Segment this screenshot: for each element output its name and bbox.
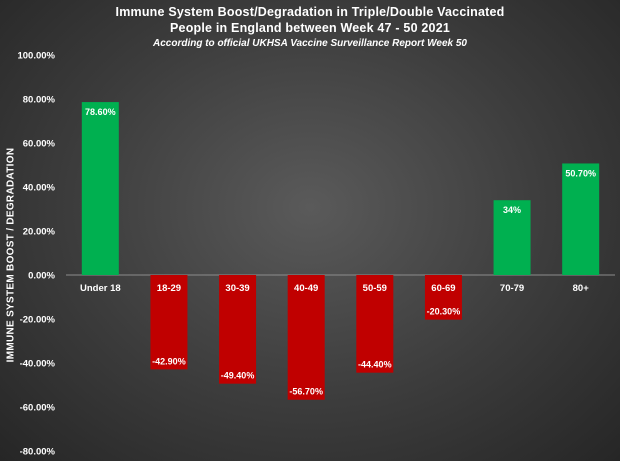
y-tick-label: 100.00% [17, 51, 55, 62]
data-label: -49.40% [221, 371, 255, 381]
bar-18-29 [150, 275, 188, 370]
data-label: 78.60% [85, 107, 116, 117]
bar-70-79 [493, 200, 531, 275]
y-tick-label: 20.00% [23, 227, 56, 238]
y-tick-label: 80.00% [23, 95, 56, 106]
x-category-label: 60-69 [431, 283, 455, 294]
chart-titles: Immune System Boost/Degradation in Tripl… [0, 4, 620, 50]
data-label: 34% [503, 205, 521, 215]
bar-30-39 [219, 275, 257, 384]
x-category-label: 80+ [573, 283, 590, 294]
bar-under-18 [81, 102, 119, 275]
x-category-label: 50-59 [363, 283, 387, 294]
x-category-label: Under 18 [80, 283, 121, 294]
bar-40-49 [287, 275, 325, 400]
data-label: -44.40% [358, 360, 392, 370]
chart-title-line-2: People in England between Week 47 - 50 2… [170, 21, 450, 35]
y-tick-label: 60.00% [23, 139, 56, 150]
chart-title-line-1: Immune System Boost/Degradation in Tripl… [115, 5, 505, 19]
y-tick-label: -20.00% [20, 315, 56, 326]
y-tick-label: 0.00% [28, 271, 55, 282]
x-category-label: 18-29 [157, 283, 181, 294]
data-label: -42.90% [152, 356, 186, 366]
bar-60-69 [424, 275, 462, 320]
x-category-label: 40-49 [294, 283, 318, 294]
y-tick-label: -40.00% [20, 359, 56, 370]
x-category-label: 30-39 [225, 283, 249, 294]
data-label: -56.70% [289, 387, 323, 397]
bar-80- [562, 163, 600, 275]
data-label: -20.30% [427, 307, 461, 317]
y-tick-label: -80.00% [20, 447, 56, 458]
x-category-label: 70-79 [500, 283, 524, 294]
data-label: 50.70% [565, 168, 596, 178]
chart-subtitle: According to official UKHSA Vaccine Surv… [153, 38, 467, 49]
y-tick-label: 40.00% [23, 183, 56, 194]
y-tick-label: -60.00% [20, 403, 56, 414]
bar-50-59 [356, 275, 394, 373]
